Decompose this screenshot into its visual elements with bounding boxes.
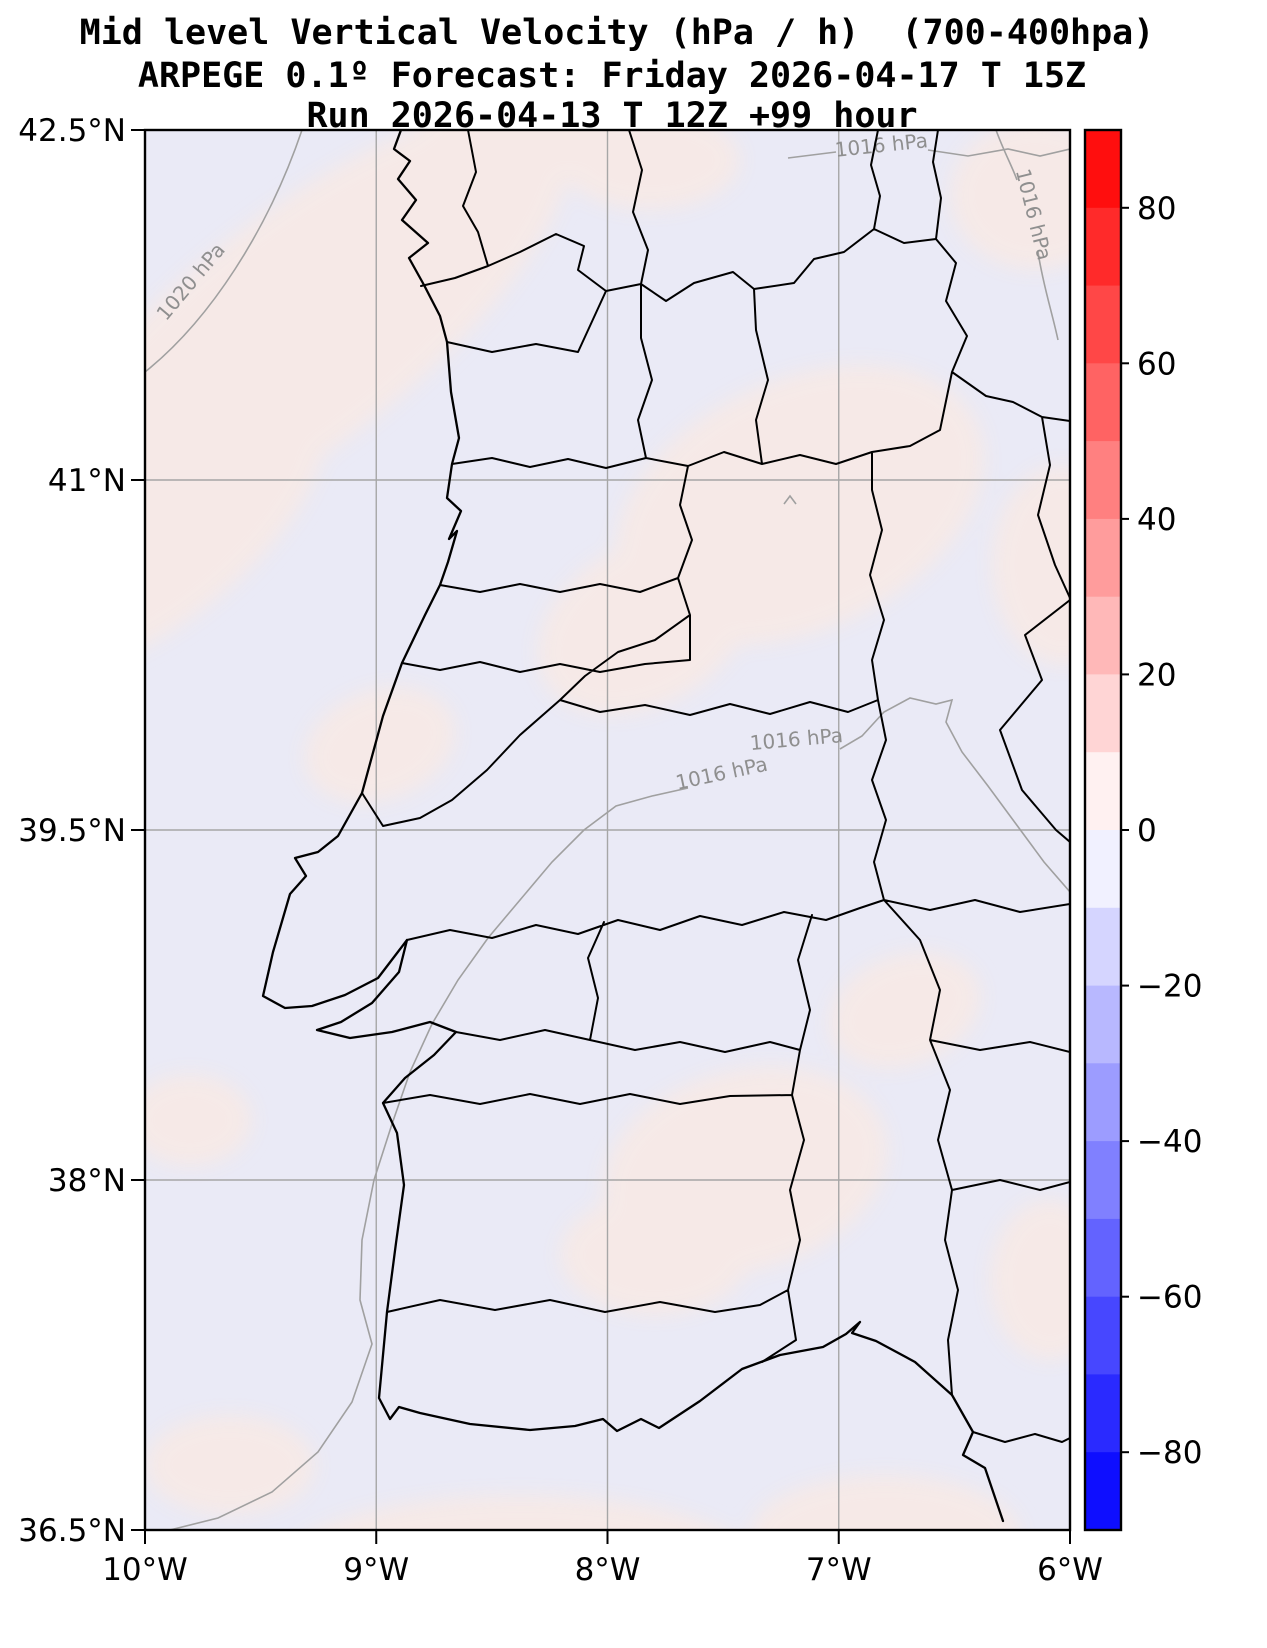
colorbar-tick-label: 20 <box>1137 657 1176 693</box>
y-tick-label: 36.5°N <box>18 1513 126 1549</box>
y-tick-label: 42.5°N <box>18 113 126 149</box>
x-tick-label: 6°W <box>1037 1552 1103 1588</box>
colorbar-segment <box>1085 207 1121 287</box>
x-tick-label: 7°W <box>806 1552 872 1588</box>
colorbar-tick-label: −80 <box>1137 1435 1202 1471</box>
colorbar-segment <box>1085 1218 1121 1298</box>
x-tick-label: 8°W <box>575 1552 641 1588</box>
colorbar-segment <box>1085 1063 1121 1142</box>
axis-ticks <box>131 129 1071 1544</box>
x-axis-labels: 10°W 9°W 8°W 7°W 6°W <box>102 1552 1103 1588</box>
colorbar-segment <box>1085 130 1121 209</box>
colorbar-tick-label: 40 <box>1137 502 1176 538</box>
colorbar-segment <box>1085 1452 1121 1530</box>
colorbar-tick-label: −60 <box>1137 1280 1202 1316</box>
colorbar-segment <box>1085 518 1121 598</box>
colorbar-tick-label: −20 <box>1137 969 1202 1005</box>
colorbar-segment <box>1085 285 1121 365</box>
y-tick-label: 41°N <box>48 463 126 499</box>
coastline <box>261 130 1005 1523</box>
colorbar-ticks <box>1121 206 1129 1454</box>
colorbar: 80 60 40 20 0 −20 −40 −60 −80 <box>1083 128 1202 1532</box>
figure-subtitle: ARPEGE 0.1º Forecast: Friday 2026-04-17 … <box>138 56 1086 96</box>
figure-title: Mid level Vertical Velocity (hPa / h) (7… <box>80 13 1155 53</box>
colorbar-labels: 80 60 40 20 0 −20 −40 −60 −80 <box>1137 191 1202 1471</box>
positive-shading-layer <box>145 130 1070 1530</box>
colorbar-segment <box>1085 752 1121 831</box>
colorbar-tick-label: 60 <box>1137 346 1176 382</box>
colorbar-segment <box>1085 674 1121 753</box>
colorbar-segment <box>1085 596 1121 676</box>
x-tick-label: 10°W <box>102 1552 188 1588</box>
colorbar-segment <box>1085 1141 1121 1220</box>
colorbar-segment <box>1085 1374 1121 1453</box>
colorbar-segment <box>1085 441 1121 520</box>
colorbar-segment <box>1085 907 1121 987</box>
graticule-grid <box>145 130 1070 1530</box>
colorbar-segment <box>1085 830 1121 909</box>
colorbar-tick-label: −40 <box>1137 1124 1202 1160</box>
y-axis-labels: 42.5°N 41°N 39.5°N 38°N 36.5°N <box>18 113 126 1549</box>
colorbar-segment <box>1085 363 1121 442</box>
y-tick-label: 38°N <box>48 1163 126 1199</box>
colorbar-segment <box>1085 985 1121 1065</box>
colorbar-tick-label: 0 <box>1137 813 1157 849</box>
y-tick-label: 39.5°N <box>18 813 126 849</box>
x-tick-label: 9°W <box>343 1552 409 1588</box>
colorbar-segment <box>1085 1296 1121 1376</box>
colorbar-tick-label: 80 <box>1137 191 1176 227</box>
district-boundaries <box>361 130 1070 1443</box>
